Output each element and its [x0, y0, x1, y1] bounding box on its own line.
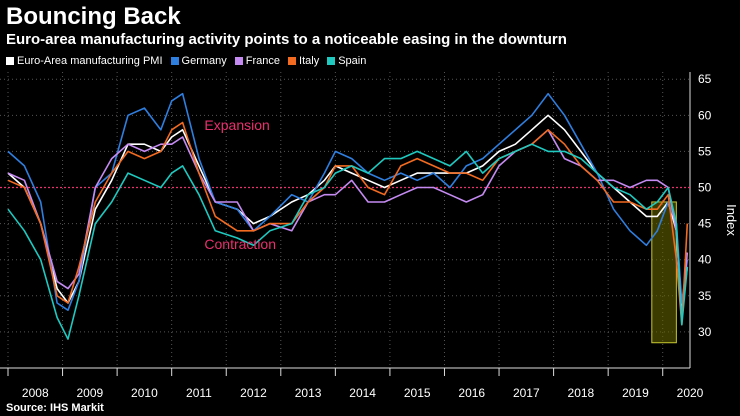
x-tick-label: 2009: [76, 386, 103, 400]
x-tick-label: 2013: [295, 386, 322, 400]
x-tick-label: 2008: [22, 386, 49, 400]
y-axis-label: Index: [724, 204, 739, 236]
series-line-euro-area-manufacturing-pmi: [7, 114, 689, 312]
annotation-expansion: Expansion: [204, 117, 269, 133]
legend-swatch: [327, 57, 336, 65]
y-tick-label: 55: [698, 144, 712, 158]
chart-subtitle: Euro-area manufacturing activity points …: [6, 31, 567, 48]
legend-swatch: [234, 57, 243, 65]
x-tick-label: 2015: [404, 386, 431, 400]
y-tick-label: 30: [698, 325, 712, 339]
legend-swatch: [288, 57, 297, 65]
y-tick-label: 35: [698, 289, 712, 303]
legend-item: France: [234, 55, 281, 67]
y-tick-label: 50: [698, 181, 712, 195]
series-line-germany: [7, 92, 689, 312]
series-line-spain: [7, 143, 689, 340]
legend-label: Spain: [338, 55, 367, 67]
legend-swatch: [170, 57, 179, 65]
legend-label: Italy: [299, 55, 320, 67]
y-tick-label: 45: [698, 217, 712, 231]
x-tick-label: 2011: [186, 386, 212, 400]
legend-label: France: [245, 55, 281, 67]
x-tick-label: 2010: [131, 386, 158, 400]
x-tick-label: 2018: [568, 386, 595, 400]
source-note: Source: IHS Markit: [6, 402, 104, 414]
legend-item: Germany: [170, 55, 227, 67]
series-line-italy: [7, 121, 689, 326]
x-tick-label: 2016: [458, 386, 485, 400]
x-tick-label: 2019: [622, 386, 649, 400]
annotation-contraction: Contraction: [204, 236, 276, 252]
chart-title: Bouncing Back: [6, 3, 181, 30]
legend-item: Spain: [327, 55, 366, 67]
x-tick-label: 2012: [240, 386, 267, 400]
legend-item: Euro-Area manufacturing PMI: [6, 55, 163, 67]
y-tick-label: 60: [698, 108, 712, 122]
legend-item: Italy: [288, 55, 319, 67]
highlight-box: [651, 201, 677, 344]
legend: Euro-Area manufacturing PMI Germany France…: [6, 55, 366, 67]
x-tick-label: 2014: [349, 386, 376, 400]
x-tick-label: 2017: [513, 386, 540, 400]
legend-swatch: [6, 57, 14, 65]
y-tick-label: 40: [698, 253, 712, 267]
legend-label: Euro-Area manufacturing PMI: [17, 55, 163, 67]
y-tick-label: 65: [698, 72, 712, 86]
x-tick-label: 2020: [677, 386, 704, 400]
legend-label: Germany: [181, 55, 227, 67]
